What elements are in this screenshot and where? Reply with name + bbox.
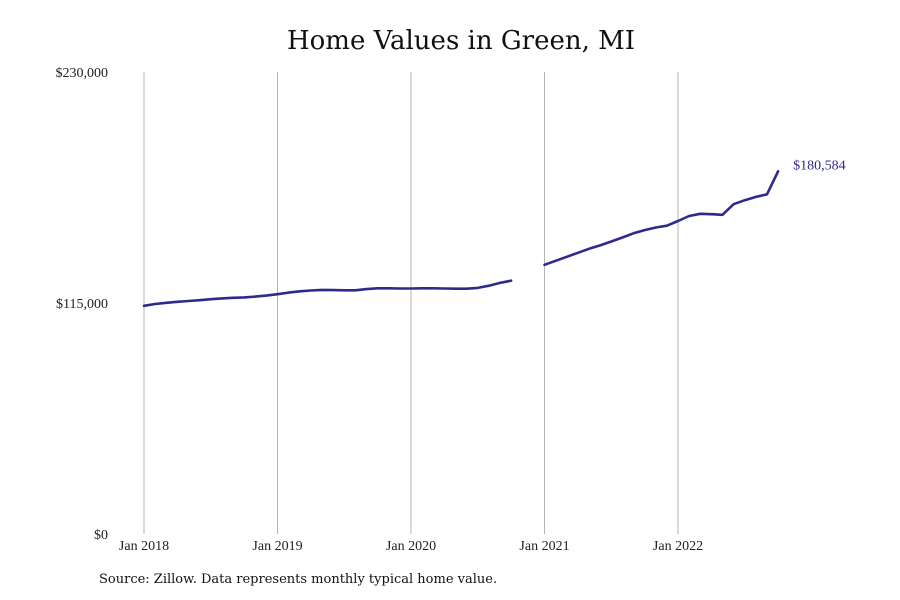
x-tick-label: Jan 2022	[653, 539, 703, 554]
axis-labels: Jan 2018 Jan 2019 Jan 2020 Jan 2021 Jan 2022…	[56, 66, 704, 554]
series-line	[142, 279, 513, 308]
series-line	[543, 170, 780, 267]
source-note: Source: Zillow. Data represents monthly …	[99, 572, 498, 587]
end-value-label: $180,584	[793, 158, 846, 173]
grid-lines	[143, 72, 679, 534]
x-tick-label: Jan 2021	[519, 539, 569, 554]
y-tick-label: $115,000	[56, 297, 108, 312]
series-lines: $180,584	[142, 158, 846, 308]
x-tick-label: Jan 2020	[386, 539, 436, 554]
x-tick-label: Jan 2018	[119, 539, 169, 554]
y-tick-label: $230,000	[56, 66, 109, 81]
chart-title: Home Values in Green, MI	[286, 26, 636, 56]
y-tick-label: $0	[94, 528, 108, 543]
x-tick-label: Jan 2019	[252, 539, 302, 554]
